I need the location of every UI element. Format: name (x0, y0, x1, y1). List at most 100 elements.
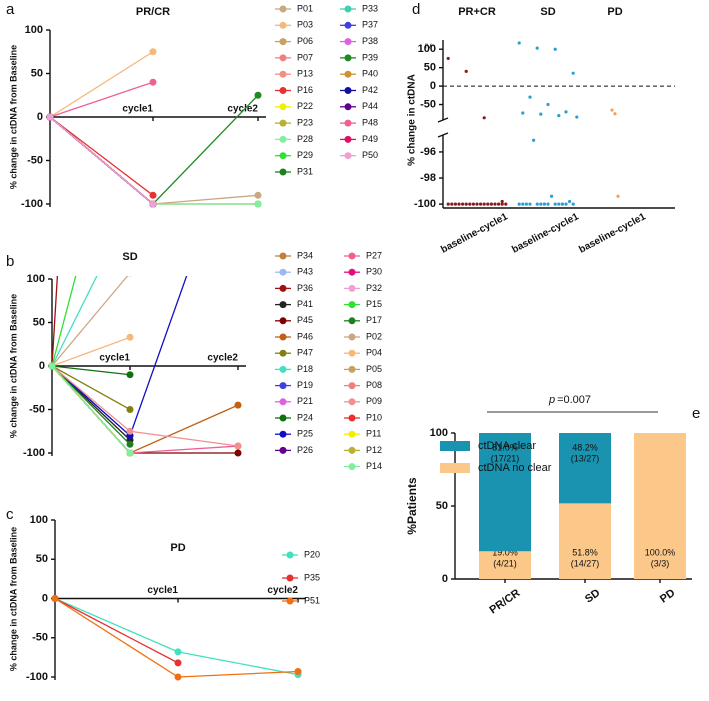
data-point (517, 202, 521, 206)
data-point (557, 113, 561, 118)
legend-label: P13 (297, 69, 313, 79)
annotation: ≥ (422, 43, 433, 49)
series-group (51, 595, 302, 681)
data-point (546, 102, 550, 107)
series-line (51, 365, 131, 376)
legend-marker (279, 252, 287, 260)
data-label: 100.0% (645, 547, 676, 557)
data-point (557, 202, 561, 206)
legend-label: P19 (297, 380, 313, 390)
data-point (149, 200, 157, 208)
data-point (464, 202, 468, 206)
legend-label: P41 (297, 299, 313, 309)
data-point (149, 78, 157, 86)
x-tick-label: PD (658, 587, 677, 606)
series-line (51, 365, 131, 411)
legend-label: P16 (297, 85, 313, 95)
panel-label: a (6, 1, 15, 18)
data-point (174, 673, 182, 681)
legend-marker (348, 446, 356, 454)
legend-label: P39 (362, 52, 378, 62)
data-point (497, 202, 501, 206)
y-tick-label: -100 (21, 198, 43, 210)
series-line (49, 51, 154, 118)
series-line (49, 116, 258, 205)
legend-label: P48 (362, 117, 378, 127)
data-point (539, 202, 543, 206)
y-axis-label: % change in ctDNA (407, 74, 418, 166)
y-tick-label: -50 (32, 632, 48, 644)
data-point (568, 199, 572, 204)
legend-marker (348, 268, 356, 276)
series-group (48, 206, 242, 457)
data-point (149, 191, 157, 199)
legend-marker (348, 333, 356, 341)
legend-label: P38 (362, 36, 378, 46)
legend-label: P24 (297, 412, 313, 422)
data-label-count: (17/21) (491, 453, 520, 463)
data-point (610, 108, 614, 112)
data-point (493, 202, 497, 206)
series-line (51, 365, 239, 454)
series-line (51, 365, 238, 454)
chart-title: PD (170, 542, 185, 554)
legend-label: P46 (297, 331, 313, 341)
data-point (149, 48, 157, 56)
legend-label: P06 (297, 36, 313, 46)
data-point (564, 110, 568, 114)
bar-segment (559, 503, 611, 579)
data-point (51, 595, 59, 602)
bar-segment (479, 433, 531, 552)
data-point (174, 659, 182, 667)
data-point (535, 46, 539, 50)
y-tick-label: 50 (31, 67, 43, 79)
data-point (475, 202, 479, 206)
data-point (457, 202, 461, 206)
legend-marker (279, 70, 287, 78)
legend-label: P30 (366, 267, 382, 277)
legend-label: P15 (366, 299, 382, 309)
series-line (51, 365, 239, 447)
legend-label: P45 (297, 315, 313, 325)
legend-marker (279, 119, 287, 127)
axis-break (437, 132, 449, 138)
legend-label: P44 (362, 101, 378, 111)
data-point (471, 202, 475, 206)
legend-marker (279, 54, 287, 62)
legend-label: P17 (366, 315, 382, 325)
data-point (174, 648, 182, 656)
legend-marker (348, 382, 356, 390)
y-tick-label: 100 (30, 514, 48, 526)
data-label-count: (14/27) (571, 558, 600, 568)
data-point (128, 276, 132, 277)
data-point (234, 442, 242, 450)
legend-marker (279, 414, 287, 422)
legend-marker (279, 349, 287, 357)
data-point (560, 202, 565, 206)
data-point (482, 116, 486, 120)
legend-marker (344, 5, 352, 13)
data-point (446, 56, 450, 61)
legend-marker (286, 551, 294, 559)
legend-swatch (440, 463, 470, 473)
series-line (51, 276, 59, 367)
x-tick-label: baseline-cycle1 (439, 211, 510, 256)
legend-marker (279, 382, 287, 390)
legend-marker (279, 365, 287, 373)
legend-marker (279, 398, 287, 406)
bar-segment (559, 433, 611, 504)
data-point (535, 202, 539, 206)
group-label: SD (540, 6, 555, 18)
legend-label: P01 (297, 3, 313, 13)
legend-label: P27 (366, 250, 382, 260)
data-point (254, 191, 262, 199)
data-point (126, 406, 134, 413)
legend-label: P09 (366, 396, 382, 406)
group-label: PR+CR (458, 6, 496, 18)
data-point (571, 202, 575, 206)
series-line (54, 597, 179, 664)
data-point (127, 206, 134, 213)
x-tick-label: cycle2 (207, 353, 238, 364)
y-tick-label: 0 (430, 80, 436, 92)
legend-label: P05 (366, 364, 382, 374)
